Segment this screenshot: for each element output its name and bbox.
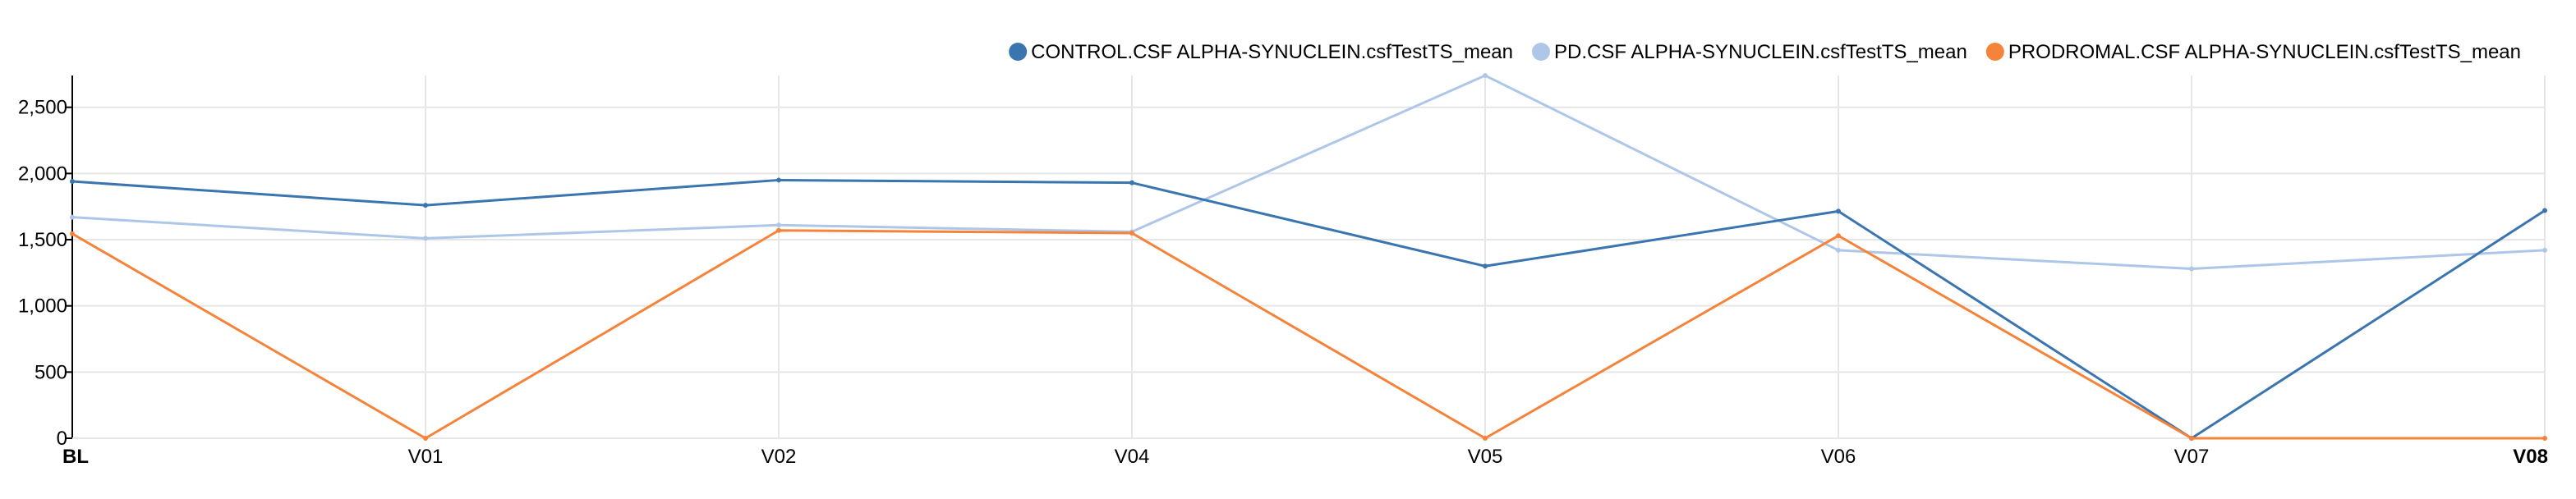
data-point xyxy=(1836,247,1841,253)
legend-label: PRODROMAL.CSF ALPHA-SYNUCLEIN.csfTestTS_… xyxy=(2008,41,2521,63)
series-lines xyxy=(70,73,2547,441)
data-point xyxy=(2542,436,2547,441)
axes xyxy=(71,76,2545,439)
data-point xyxy=(1483,436,1488,441)
x-tick-label: V01 xyxy=(408,446,444,468)
y-tick-label: 1,000 xyxy=(18,295,67,318)
x-tick-label: BL xyxy=(62,446,89,468)
data-point xyxy=(1836,208,1841,214)
data-point xyxy=(70,231,75,236)
data-point xyxy=(2189,266,2194,272)
data-point xyxy=(1129,180,1134,185)
x-tick-label: V07 xyxy=(2174,446,2210,468)
legend-item[interactable]: PD.CSF ALPHA-SYNUCLEIN.csfTestTS_mean xyxy=(1532,41,1967,63)
data-point xyxy=(2189,436,2194,441)
data-point xyxy=(70,179,75,185)
y-tick-label: 0 xyxy=(57,428,67,450)
legend-swatch xyxy=(1532,43,1550,61)
x-axis-ticks: BL V01 V02 V04 V05 V06 V07 V08 xyxy=(62,446,2548,468)
y-tick-label: 2,000 xyxy=(18,163,67,185)
data-point xyxy=(423,203,428,208)
data-point xyxy=(423,436,428,441)
x-tick-label: V05 xyxy=(1468,446,1503,468)
x-tick-label: V02 xyxy=(761,446,797,468)
series-line xyxy=(71,74,2546,271)
x-tick-label: V06 xyxy=(1821,446,1856,468)
x-tick-label: V08 xyxy=(2513,446,2548,468)
data-point xyxy=(776,177,781,183)
legend-swatch xyxy=(1985,43,2004,61)
data-point xyxy=(1129,230,1134,236)
data-point xyxy=(2542,208,2547,213)
data-point xyxy=(70,214,75,220)
data-point xyxy=(423,236,428,241)
y-tick-label: 2,500 xyxy=(18,97,67,119)
series-line xyxy=(71,229,2545,440)
legend-swatch xyxy=(1009,43,1028,61)
grid xyxy=(71,76,2546,439)
legend-item[interactable]: CONTROL.CSF ALPHA-SYNUCLEIN.csfTestTS_me… xyxy=(1009,41,1513,63)
data-point xyxy=(776,222,781,228)
legend-label: CONTROL.CSF ALPHA-SYNUCLEIN.csfTestTS_me… xyxy=(1031,41,1513,63)
legend-item[interactable]: PRODROMAL.CSF ALPHA-SYNUCLEIN.csfTestTS_… xyxy=(1985,41,2521,63)
data-point xyxy=(1836,233,1841,239)
y-axis-ticks: 0 500 1,000 1,500 2,000 2,500 xyxy=(18,97,72,450)
data-point xyxy=(2542,247,2547,253)
y-tick-label: 1,500 xyxy=(18,229,67,251)
series-line xyxy=(71,178,2546,440)
legend[interactable]: CONTROL.CSF ALPHA-SYNUCLEIN.csfTestTS_me… xyxy=(1009,41,2521,63)
data-point xyxy=(776,227,781,233)
y-tick-label: 500 xyxy=(34,361,67,383)
legend-label: PD.CSF ALPHA-SYNUCLEIN.csfTestTS_mean xyxy=(1554,41,1967,63)
data-point xyxy=(1483,73,1488,78)
x-tick-label: V04 xyxy=(1115,446,1150,468)
data-point xyxy=(1483,263,1488,269)
